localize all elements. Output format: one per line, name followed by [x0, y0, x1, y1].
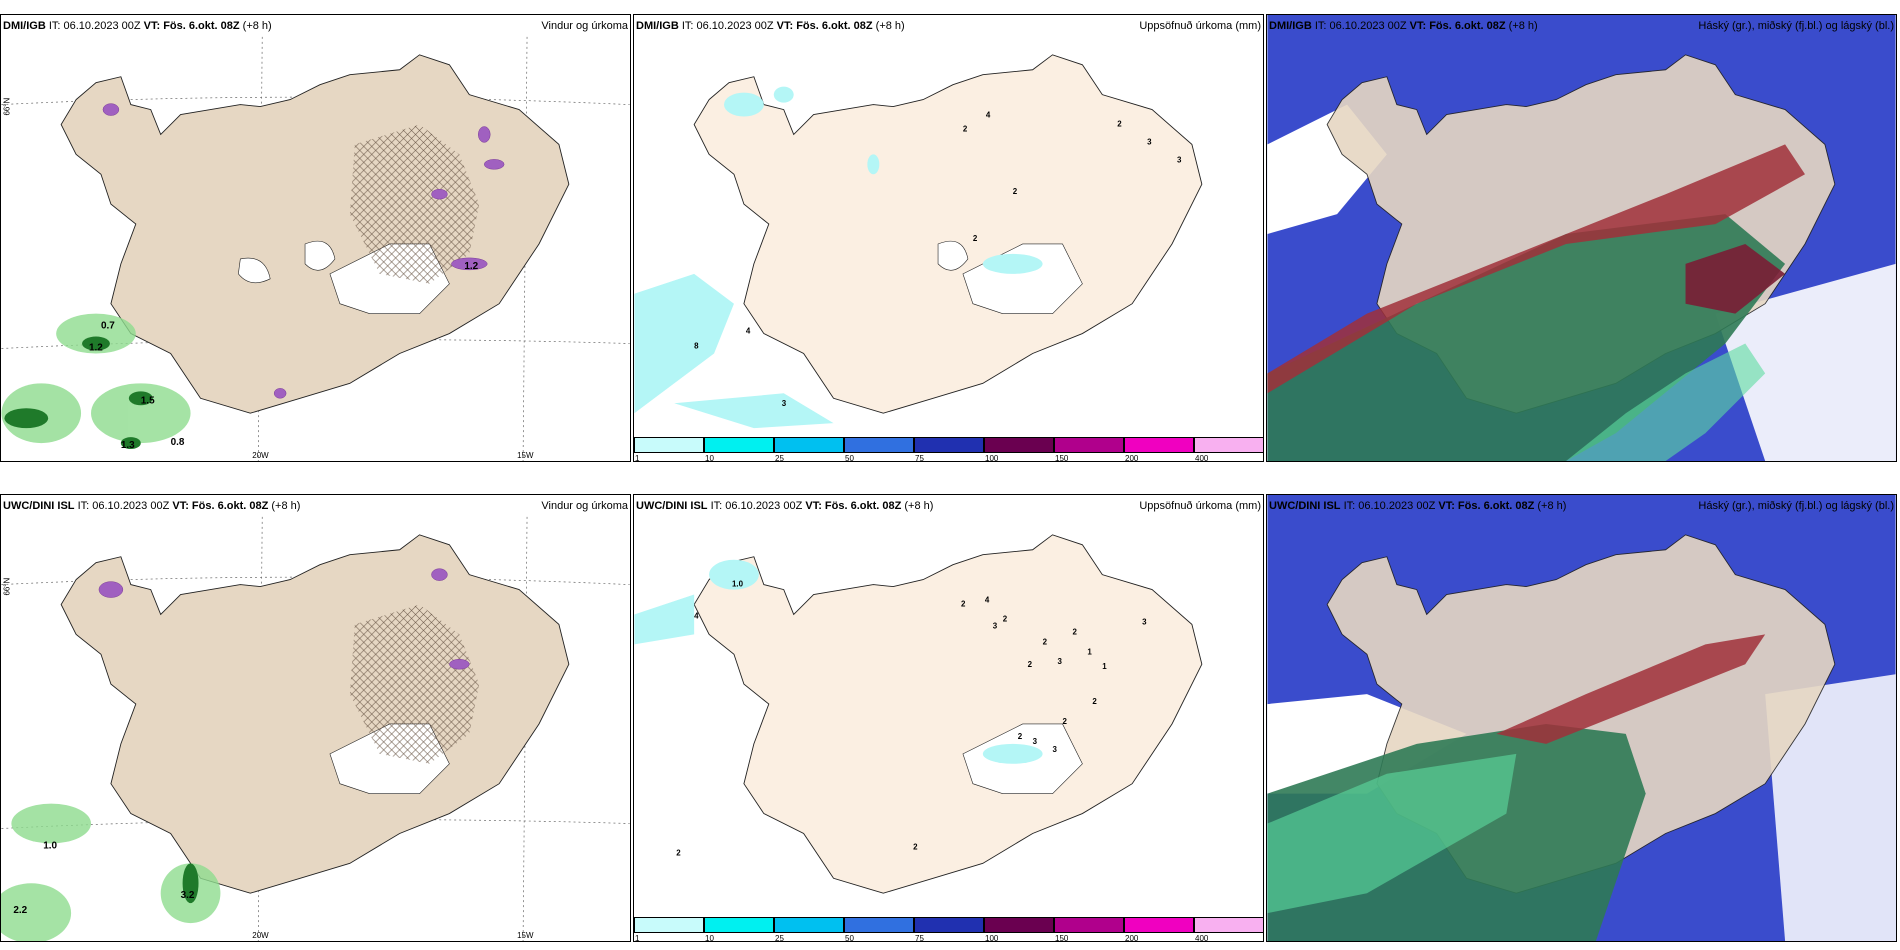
wind-label: 1.2	[464, 261, 478, 272]
wind-label: 1.3	[121, 440, 135, 451]
svg-text:8: 8	[694, 342, 699, 351]
panel-title: Háský (gr.), miðský (fj.bl.) og lágský (…	[1698, 500, 1894, 512]
svg-text:2: 2	[1028, 660, 1033, 669]
panel-title: Uppsöfnuð úrkoma (mm)	[1139, 20, 1261, 32]
svg-text:2: 2	[1072, 627, 1077, 636]
svg-text:1: 1	[1087, 647, 1092, 656]
panel-header: DMI/IGB IT: 06.10.2023 00Z VT: Fös. 6.ok…	[3, 20, 628, 32]
svg-text:3: 3	[782, 399, 787, 408]
panel-precip-top: DMI/IGB IT: 06.10.2023 00Z VT: Fös. 6.ok…	[633, 14, 1264, 462]
svg-text:4: 4	[746, 327, 751, 336]
svg-text:2: 2	[1043, 637, 1048, 646]
panel-cloud-top: DMI/IGB IT: 06.10.2023 00Z VT: Fös. 6.ok…	[1266, 14, 1897, 462]
panel-wind-bottom: UWC/DINI ISL IT: 06.10.2023 00Z VT: Fös.…	[0, 494, 631, 942]
cloud-map	[1267, 495, 1896, 941]
svg-text:3: 3	[1058, 657, 1063, 666]
precip-legend: 1 10 25 50 75 100 150 200 400	[634, 437, 1263, 461]
wind-label: 1.0	[43, 840, 57, 851]
lat-label: 66°N	[2, 98, 11, 116]
panel-cloud-bottom: UWC/DINI ISL IT: 06.10.2023 00Z VT: Fös.…	[1266, 494, 1897, 942]
wind-label: 2.2	[13, 905, 27, 916]
wind-label: 1.2	[89, 342, 103, 353]
svg-text:1: 1	[1102, 662, 1107, 671]
panel-title: Uppsöfnuð úrkoma (mm)	[1139, 500, 1261, 512]
svg-text:2: 2	[1117, 120, 1122, 129]
cloud-map	[1267, 15, 1896, 461]
wind-map: 1.0 3.2 2.2 66°N 20W 15W	[1, 516, 630, 941]
panel-header: UWC/DINI ISL IT: 06.10.2023 00Z VT: Fös.…	[1269, 500, 1894, 512]
precip-map: 2 3 4 2 3 2 2 4 8 3	[634, 54, 1203, 429]
precip-map: 1.0 4 2 2 4 2 3 2 3 2 2 1 1 3 2 2 3 2 3 …	[634, 534, 1203, 894]
svg-text:2: 2	[1003, 614, 1008, 623]
svg-text:2: 2	[961, 600, 966, 609]
panel-header: DMI/IGB IT: 06.10.2023 00Z VT: Fös. 6.ok…	[636, 20, 1261, 32]
panel-header: UWC/DINI ISL IT: 06.10.2023 00Z VT: Fös.…	[3, 500, 628, 512]
svg-text:3: 3	[1142, 617, 1147, 626]
panel-title: Háský (gr.), miðský (fj.bl.) og lágský (…	[1698, 20, 1894, 32]
wind-label: 0.7	[101, 321, 115, 332]
svg-text:2: 2	[913, 842, 918, 851]
svg-text:2: 2	[1013, 187, 1018, 196]
panel-precip-bottom: UWC/DINI ISL IT: 06.10.2023 00Z VT: Fös.…	[633, 494, 1264, 942]
svg-text:4: 4	[986, 111, 991, 120]
panel-title: Vindur og úrkoma	[541, 500, 628, 512]
svg-text:3: 3	[1033, 737, 1038, 746]
lon-label: 20W	[252, 451, 269, 460]
panel-wind-top: DMI/IGB IT: 06.10.2023 00Z VT: Fös. 6.ok…	[0, 14, 631, 462]
panel-header: DMI/IGB IT: 06.10.2023 00Z VT: Fös. 6.ok…	[1269, 20, 1894, 32]
svg-text:2: 2	[1092, 697, 1097, 706]
svg-text:3: 3	[993, 621, 998, 630]
wind-map: 0.7 1.2 1.2 1.5 1.3 0.8 66°N 20W 15W	[1, 36, 630, 461]
svg-text:2: 2	[676, 848, 681, 857]
wind-label: 1.5	[141, 395, 155, 406]
lon-label: 15W	[517, 451, 534, 460]
lon-label: 15W	[517, 931, 534, 940]
svg-text:3: 3	[1053, 745, 1058, 754]
wind-label: 0.8	[171, 437, 185, 448]
wind-label: 3.2	[181, 890, 195, 901]
svg-text:3: 3	[1177, 155, 1182, 164]
svg-text:4: 4	[985, 596, 990, 605]
panel-title: Vindur og úrkoma	[541, 20, 628, 32]
precip-legend: 1 10 25 50 75 100 150 200 400	[634, 917, 1263, 941]
svg-text:1.0: 1.0	[732, 580, 744, 589]
iceland-land	[60, 54, 570, 414]
svg-text:4: 4	[694, 611, 699, 620]
svg-text:2: 2	[1062, 717, 1067, 726]
svg-text:2: 2	[973, 234, 978, 243]
lat-label: 66°N	[2, 578, 11, 596]
svg-text:2: 2	[1018, 732, 1023, 741]
svg-text:3: 3	[1147, 137, 1152, 146]
svg-text:2: 2	[963, 124, 968, 133]
lon-label: 20W	[252, 931, 269, 940]
panel-header: UWC/DINI ISL IT: 06.10.2023 00Z VT: Fös.…	[636, 500, 1261, 512]
